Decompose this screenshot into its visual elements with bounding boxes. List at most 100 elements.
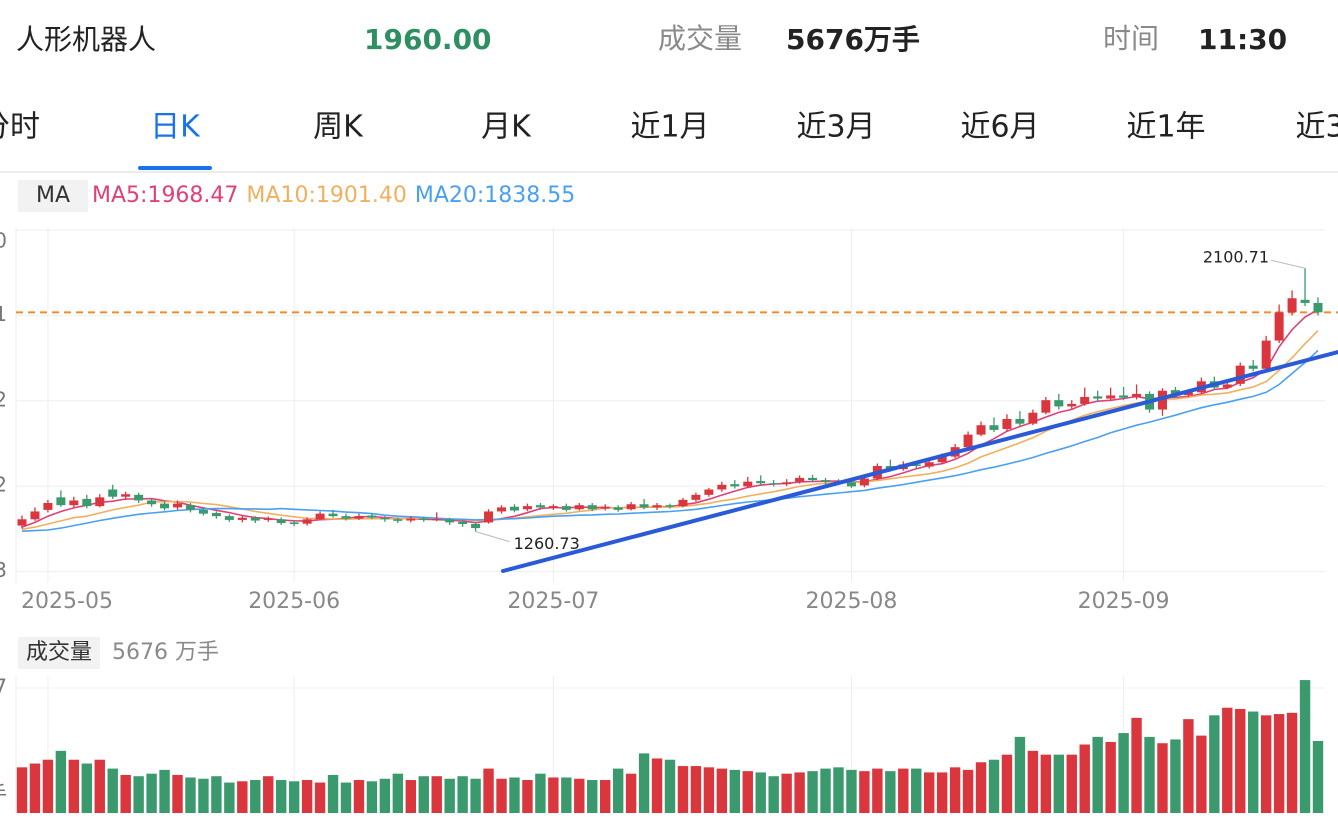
tab[interactable]: 近1月 bbox=[630, 110, 709, 145]
candle-body bbox=[522, 506, 532, 510]
volume-bar bbox=[703, 767, 715, 813]
indicator-box bbox=[18, 180, 88, 212]
trend-line bbox=[501, 350, 1338, 573]
x-tick-label: 2025-08 bbox=[805, 589, 897, 614]
candle-body bbox=[587, 505, 597, 510]
volume-bar bbox=[55, 750, 67, 813]
volume-bar bbox=[807, 771, 818, 813]
tab-bar: 分时 日K 周K 月K 近1月 近3月 近6月 近1年 近3年 bbox=[0, 110, 1338, 170]
volume-bar bbox=[1273, 714, 1285, 813]
candle-body bbox=[432, 519, 442, 521]
volume-bar bbox=[172, 774, 183, 813]
volume-bar bbox=[846, 769, 857, 813]
volume-bar bbox=[755, 772, 766, 813]
candle-body bbox=[354, 516, 364, 519]
candle-body bbox=[17, 519, 27, 526]
candle-body bbox=[185, 505, 195, 510]
volume-bar bbox=[366, 781, 378, 813]
candle-body bbox=[535, 505, 545, 508]
volume-bar bbox=[1053, 754, 1064, 813]
volume-bar bbox=[288, 781, 300, 813]
candle-body bbox=[393, 519, 403, 521]
volume-bar bbox=[237, 781, 248, 813]
candle-body bbox=[95, 497, 105, 507]
volume-bar bbox=[418, 776, 429, 813]
volume-bar bbox=[988, 759, 1000, 813]
legend-entry: MA10:1901.40 bbox=[246, 183, 406, 208]
candle-body bbox=[561, 506, 571, 510]
candle-body bbox=[497, 507, 507, 512]
tab[interactable]: 近1年 bbox=[1126, 110, 1205, 145]
volume-bar bbox=[833, 767, 844, 813]
volume-bar bbox=[1131, 717, 1142, 813]
volume-bar bbox=[146, 773, 157, 813]
volume-bar bbox=[949, 767, 961, 813]
candle-body bbox=[406, 518, 416, 521]
volume-bar bbox=[651, 758, 663, 813]
candle-body bbox=[1235, 365, 1245, 384]
candle-body bbox=[1274, 312, 1284, 341]
candle-body bbox=[367, 515, 377, 518]
candle-body bbox=[1067, 403, 1077, 407]
candle-body bbox=[1222, 384, 1232, 388]
y-tick-label: 1950.21 bbox=[0, 302, 7, 326]
candle-body bbox=[665, 505, 675, 507]
volume-bar bbox=[1260, 715, 1272, 813]
volume-bar bbox=[1157, 743, 1168, 813]
volume-bar bbox=[962, 769, 974, 813]
tab[interactable]: 近3年 bbox=[1295, 110, 1338, 145]
volume-bar bbox=[1183, 719, 1194, 813]
tab[interactable]: 近3月 bbox=[796, 110, 875, 145]
volume-bar bbox=[1286, 712, 1298, 813]
candle-body bbox=[691, 494, 701, 500]
volume-bar bbox=[250, 780, 261, 813]
candle-body bbox=[224, 516, 234, 520]
volume-bar bbox=[81, 763, 92, 813]
legend-entry: MA5:1968.47 bbox=[92, 183, 238, 208]
tab[interactable]: 近6月 bbox=[960, 110, 1039, 145]
volume-bar bbox=[379, 778, 391, 813]
tab[interactable]: 月K bbox=[481, 110, 532, 145]
volume-bar bbox=[561, 777, 572, 813]
volume-bar bbox=[496, 778, 507, 813]
volume-bar bbox=[1079, 744, 1090, 813]
candle-body bbox=[859, 478, 869, 486]
y-unit: 万手 bbox=[0, 782, 7, 806]
volume-bar bbox=[781, 773, 792, 813]
candle-body bbox=[717, 484, 727, 490]
candle-body bbox=[782, 482, 792, 485]
tab[interactable]: 周K bbox=[313, 110, 364, 145]
volume-bar bbox=[1196, 735, 1207, 813]
volume-bar bbox=[29, 763, 41, 813]
price: 1960.00 bbox=[364, 23, 492, 56]
candle-body bbox=[756, 481, 766, 484]
volume-bar bbox=[600, 780, 611, 813]
volume-bar bbox=[198, 778, 209, 813]
volume-bar bbox=[263, 776, 274, 813]
candle-body bbox=[963, 434, 973, 448]
volume-bar bbox=[794, 772, 805, 813]
y-tick-label: 1133.03 bbox=[0, 558, 7, 582]
ma-line bbox=[21, 349, 1319, 532]
candle-body bbox=[1261, 340, 1271, 369]
volume-bar bbox=[1170, 739, 1181, 813]
volume-bar bbox=[742, 771, 753, 813]
volume-value: 5676万手 bbox=[786, 23, 920, 56]
candle-body bbox=[1119, 395, 1129, 398]
candle-body bbox=[276, 519, 286, 524]
tab[interactable]: 分时 bbox=[0, 110, 40, 145]
candle-body bbox=[160, 503, 170, 509]
candle-body bbox=[509, 506, 519, 511]
volume-bar bbox=[159, 769, 170, 813]
y-tick-label: 1677.82 bbox=[0, 387, 7, 411]
volume-bar bbox=[535, 773, 546, 813]
volume-bar bbox=[340, 782, 352, 813]
candle-body bbox=[121, 494, 131, 497]
volume-bar bbox=[911, 768, 922, 813]
volume-bar bbox=[1299, 680, 1311, 813]
volume-bar bbox=[1118, 733, 1129, 813]
volume-bar bbox=[522, 780, 533, 813]
volume-panel-label: 成交量 bbox=[26, 640, 92, 665]
tab[interactable]: 日K bbox=[150, 110, 201, 145]
